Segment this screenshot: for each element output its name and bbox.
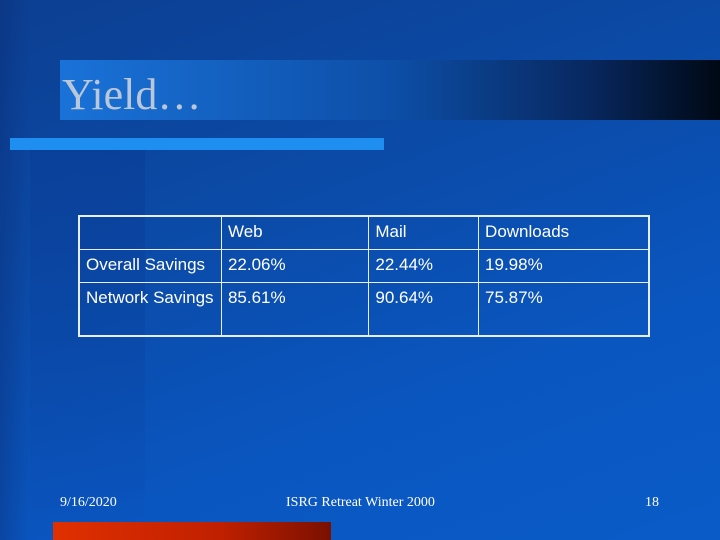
decorative-shadow-block [30, 150, 145, 540]
footer-title: ISRG Retreat Winter 2000 [286, 495, 435, 510]
title-accent-line [10, 138, 384, 150]
table-header-row: Web Mail Downloads [78, 215, 650, 250]
page-number: 18 [645, 495, 659, 510]
table-row: Network Savings 85.61% 90.64% 75.87% [78, 282, 650, 337]
bottom-accent-bar [53, 522, 331, 540]
cell-network-web: 85.61% [220, 282, 370, 337]
header-cell-downloads: Downloads [478, 215, 650, 250]
cell-overall-mail: 22.44% [368, 249, 480, 283]
title-bar [60, 60, 720, 120]
cell-network-downloads: 75.87% [478, 282, 650, 337]
header-cell-empty [78, 215, 222, 250]
left-gradient-band [0, 0, 30, 540]
slide-title: Yield… [62, 70, 202, 119]
cell-network-mail: 90.64% [368, 282, 480, 337]
cell-overall-web: 22.06% [220, 249, 370, 283]
table-row: Overall Savings 22.06% 22.44% 19.98% [78, 249, 650, 283]
row-label-network-savings: Network Savings [78, 282, 222, 337]
header-cell-web: Web [220, 215, 370, 250]
yield-table: Web Mail Downloads Overall Savings 22.06… [78, 215, 650, 337]
footer-date: 9/16/2020 [60, 495, 117, 510]
cell-overall-downloads: 19.98% [478, 249, 650, 283]
header-cell-mail: Mail [368, 215, 480, 250]
row-label-overall-savings: Overall Savings [78, 249, 222, 283]
